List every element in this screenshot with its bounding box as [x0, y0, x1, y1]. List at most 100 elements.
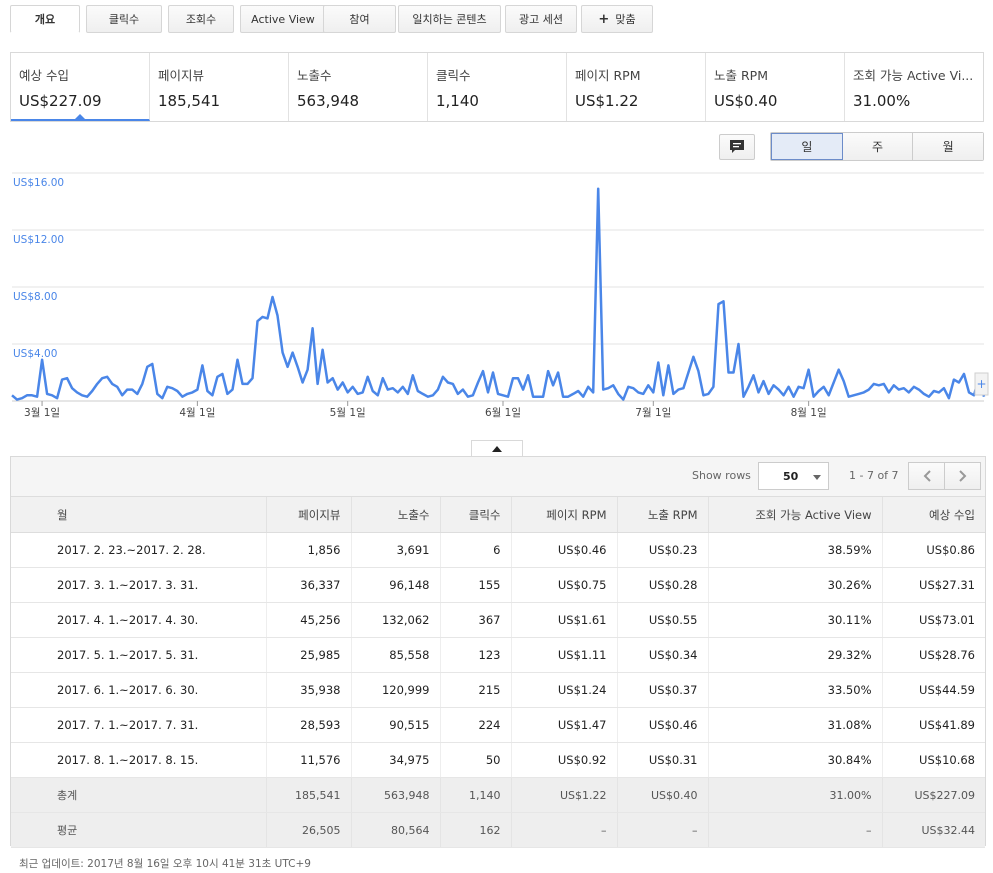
- tab-ad-sessions[interactable]: 광고 세션: [505, 5, 577, 33]
- cell-month: 2017. 5. 1.~2017. 5. 31.: [11, 637, 266, 673]
- metric-label: 페이지 RPM: [575, 68, 641, 83]
- prev-page-button[interactable]: [908, 462, 945, 490]
- cell-pageviews: 1,856: [265, 532, 351, 568]
- cell-active-view: 38.59%: [707, 532, 882, 568]
- column-header-pageviews[interactable]: 페이지뷰: [265, 496, 351, 533]
- metric-cards: 예상 수입 US$227.09 페이지뷰 185,541 노출수 563,948…: [10, 52, 984, 122]
- x-tick-label: 3월 1일: [24, 406, 60, 419]
- rows-per-page-value: 50: [783, 470, 799, 483]
- metric-impression-rpm[interactable]: 노출 RPM US$0.40: [706, 53, 845, 121]
- tab-clicks[interactable]: 클릭수: [86, 5, 162, 33]
- cell-month: 2017. 2. 23.~2017. 2. 28.: [11, 532, 266, 568]
- cell-pageviews: 28,593: [265, 707, 351, 743]
- earnings-line-chart: US$4.00 US$8.00 US$12.00 US$16.00 3월 1일 4월 1일…: [11, 172, 989, 419]
- report-table-panel: Show rows 50 1 - 7 of 7 월 페이지뷰 노출수 클릭수 페…: [10, 456, 986, 848]
- tab-label: 개요: [34, 13, 56, 26]
- cell-clicks: 123: [439, 637, 511, 673]
- metric-value: US$1.22: [575, 92, 639, 110]
- cell-page-rpm: US$1.24: [510, 672, 617, 708]
- x-tick-label: 6월 1일: [485, 406, 521, 419]
- collapse-chart-button[interactable]: [471, 440, 523, 456]
- total-clicks: 1,140: [439, 777, 511, 813]
- chevron-left-icon: [923, 470, 931, 482]
- period-day-button[interactable]: 일: [771, 133, 843, 160]
- table-row: 2017. 6. 1.~2017. 6. 30. 35,938 120,999 215…: [11, 672, 985, 708]
- chevron-down-icon: [813, 475, 821, 480]
- tab-engagement[interactable]: 참여: [323, 5, 396, 33]
- y-tick-label: US$16.00: [13, 177, 64, 189]
- column-header-impression-rpm[interactable]: 노출 RPM: [616, 496, 708, 533]
- tab-matched-content[interactable]: 일치하는 콘텐츠: [398, 5, 501, 33]
- y-tick-label: US$12.00: [13, 234, 64, 246]
- metric-label: 노출수: [297, 68, 332, 83]
- metric-label: 조회 가능 Active Vi...: [853, 68, 974, 83]
- tab-label: 광고 세션: [519, 13, 563, 26]
- tab-active-view[interactable]: Active View: [240, 5, 326, 33]
- table-row: 2017. 2. 23.~2017. 2. 28. 1,856 3,691 6 US$0…: [11, 532, 985, 568]
- chart-end-handle: [974, 372, 989, 396]
- table-header-row: 월 페이지뷰 노출수 클릭수 페이지 RPM 노출 RPM 조회 가능 Acti…: [11, 496, 985, 533]
- column-header-page-rpm[interactable]: 페이지 RPM: [510, 496, 617, 533]
- metric-value: 31.00%: [853, 92, 911, 110]
- cell-earnings: US$0.86: [881, 532, 985, 568]
- period-week-button[interactable]: 주: [842, 133, 914, 160]
- table-row: 2017. 3. 1.~2017. 3. 31. 36,337 96,148 155 U…: [11, 567, 985, 603]
- total-impressions: 563,948: [350, 777, 440, 813]
- x-tick-label: 8월 1일: [791, 406, 827, 419]
- cell-pageviews: 35,938: [265, 672, 351, 708]
- average-active-view: –: [707, 812, 882, 848]
- x-tick-label: 4월 1일: [179, 406, 215, 419]
- cell-page-rpm: US$1.47: [510, 707, 617, 743]
- cell-clicks: 215: [439, 672, 511, 708]
- cell-clicks: 224: [439, 707, 511, 743]
- cell-month: 2017. 7. 1.~2017. 7. 31.: [11, 707, 266, 743]
- total-impression-rpm: US$0.40: [616, 777, 708, 813]
- metric-value: 1,140: [436, 92, 479, 110]
- plus-icon: +: [976, 377, 986, 391]
- tab-label: 일치하는 콘텐츠: [412, 13, 487, 26]
- cell-month: 2017. 3. 1.~2017. 3. 31.: [11, 567, 266, 603]
- column-header-impressions[interactable]: 노출수: [350, 496, 440, 533]
- rows-per-page-select[interactable]: 50: [758, 462, 829, 490]
- average-impressions: 80,564: [350, 812, 440, 848]
- cell-clicks: 50: [439, 742, 511, 778]
- chevron-right-icon: [958, 470, 966, 482]
- tab-overview[interactable]: 개요: [10, 5, 80, 33]
- metric-impressions[interactable]: 노출수 563,948: [289, 53, 428, 121]
- cell-active-view: 30.26%: [707, 567, 882, 603]
- column-header-active-view[interactable]: 조회 가능 Active View: [707, 496, 882, 533]
- cell-impression-rpm: US$0.28: [616, 567, 708, 603]
- metric-estimated-earnings[interactable]: 예상 수입 US$227.09: [11, 53, 150, 121]
- metric-label: 클릭수: [436, 68, 471, 83]
- next-page-button[interactable]: [944, 462, 981, 490]
- cell-impressions: 85,558: [350, 637, 440, 673]
- cell-page-rpm: US$1.61: [510, 602, 617, 638]
- cell-earnings: US$10.68: [881, 742, 985, 778]
- tab-views[interactable]: 조회수: [168, 5, 234, 33]
- cell-impressions: 34,975: [350, 742, 440, 778]
- cell-active-view: 30.11%: [707, 602, 882, 638]
- column-header-estimated-earnings[interactable]: 예상 수입: [881, 496, 985, 533]
- cell-active-view: 29.32%: [707, 637, 882, 673]
- averages-row: 평균 26,505 80,564 162– – – US$32.44: [11, 812, 985, 848]
- pagination-range: 1 - 7 of 7: [849, 469, 899, 482]
- annotation-button[interactable]: [719, 134, 755, 160]
- period-month-button[interactable]: 월: [913, 133, 984, 160]
- metric-pageviews[interactable]: 페이지뷰 185,541: [150, 53, 289, 121]
- tab-label: Active View: [251, 12, 315, 26]
- metric-active-view-viewable[interactable]: 조회 가능 Active Vi... 31.00%: [845, 53, 983, 121]
- average-impression-rpm: –: [616, 812, 708, 848]
- tab-custom[interactable]: + 맞춤: [581, 5, 653, 33]
- column-header-month[interactable]: 월: [11, 496, 266, 533]
- show-rows-label: Show rows: [692, 469, 751, 482]
- cell-clicks: 6: [439, 532, 511, 568]
- tab-label: 클릭수: [108, 13, 140, 26]
- column-header-clicks[interactable]: 클릭수: [439, 496, 511, 533]
- x-tick-label: 7월 1일: [635, 406, 671, 419]
- cell-impressions: 120,999: [350, 672, 440, 708]
- metric-page-rpm[interactable]: 페이지 RPM US$1.22: [567, 53, 706, 121]
- averages-label: 평균: [11, 812, 266, 848]
- metric-clicks[interactable]: 클릭수 1,140: [428, 53, 567, 121]
- average-earnings: US$32.44: [881, 812, 985, 848]
- cell-month: 2017. 6. 1.~2017. 6. 30.: [11, 672, 266, 708]
